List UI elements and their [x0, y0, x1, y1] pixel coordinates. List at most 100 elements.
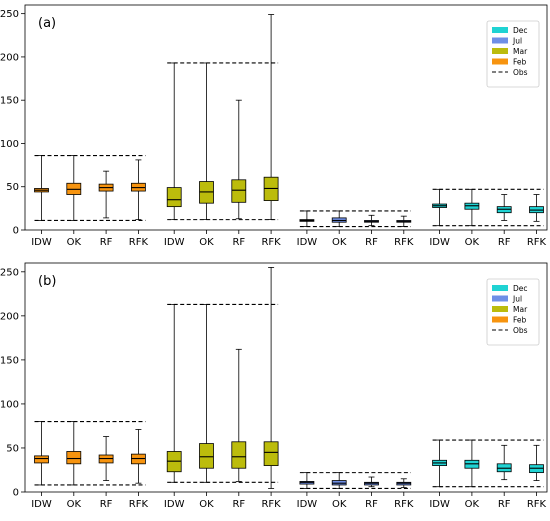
y-tick-label: 100	[0, 399, 19, 410]
legend-label: Jul	[512, 37, 522, 46]
box-jul-idw	[299, 210, 315, 227]
y-tick-label: 200	[0, 52, 19, 63]
box-dec-rfk	[529, 194, 544, 222]
x-tick-label: IDW	[429, 499, 450, 510]
box-mar-rfk	[263, 267, 279, 489]
box-mar-rf	[231, 99, 247, 220]
legend-item-feb: Feb	[492, 58, 527, 67]
x-tick-label: OK	[67, 237, 82, 248]
box-feb-rfk	[130, 159, 146, 221]
x-tick-label: RF	[100, 237, 113, 248]
x-tick-label: IDW	[164, 499, 185, 510]
y-tick-label: 100	[0, 139, 19, 150]
x-tick-label: OK	[199, 237, 214, 248]
x-tick-label: RFK	[261, 499, 281, 510]
y-tick-label: 200	[0, 311, 19, 322]
legend-swatch	[492, 306, 508, 312]
box-dec-idw	[432, 188, 448, 227]
box-jul-rf	[364, 214, 379, 227]
panel-b: 0 50 100 150 200 250 (b) IDW OK RF RFK IDW OK RF RFK ID…	[0, 262, 548, 510]
x-tick-label: RFK	[129, 237, 149, 248]
x-tick-label: RF	[232, 499, 245, 510]
x-tick-label: OK	[67, 499, 82, 510]
x-tick-label: OK	[332, 499, 347, 510]
x-tick-label: IDW	[164, 237, 185, 248]
box-dec-rf	[496, 444, 512, 481]
legend-label: Obs	[513, 326, 528, 335]
panel-label: (a)	[38, 16, 56, 31]
box-iqr	[231, 441, 247, 469]
x-tick-label: RFK	[394, 499, 414, 510]
legend-item-mar: Mar	[492, 305, 528, 314]
box-jul-idw	[299, 472, 315, 489]
box-feb-idw	[34, 421, 49, 486]
y-tick-label: 0	[13, 226, 19, 237]
plot-frame	[24, 4, 548, 231]
box-iqr	[199, 443, 214, 469]
box-jul-ok	[331, 210, 347, 227]
legend-item-dec: Dec	[492, 284, 528, 293]
x-tick-label: RFK	[261, 237, 281, 248]
panel-a: 0 50 100 150 200 250 (a) IDW OK RF RFK IDW OK RF RFK ID…	[0, 4, 548, 248]
legend-item-obs: Obs	[492, 326, 528, 335]
legend-label: Obs	[513, 68, 528, 77]
box-iqr	[231, 179, 247, 203]
x-tick-label: RF	[498, 237, 511, 248]
panel-label: (b)	[38, 274, 56, 289]
legend-item-obs: Obs	[492, 68, 528, 77]
legend-label: Mar	[513, 305, 528, 314]
legend-item-jul: Jul	[492, 295, 522, 304]
box-mar-rf	[231, 348, 247, 482]
y-tick-label: 50	[6, 443, 19, 454]
box-iqr	[66, 451, 82, 465]
box-feb-ok	[66, 155, 82, 221]
box-iqr	[34, 455, 49, 464]
legend-item-jul: Jul	[492, 37, 522, 46]
box-dec-rfk	[529, 444, 544, 481]
legend-swatch	[492, 27, 508, 33]
y-tick-label: 150	[0, 96, 19, 107]
legend-label: Mar	[513, 47, 528, 56]
x-tick-label: OK	[332, 237, 347, 248]
y-tick-label: 250	[0, 9, 19, 20]
legend-label: Feb	[513, 316, 527, 325]
legend-item-dec: Dec	[492, 26, 528, 35]
x-tick-label: RF	[100, 499, 113, 510]
x-tick-label: IDW	[297, 499, 318, 510]
plot-frame	[24, 262, 548, 493]
x-tick-label: IDW	[31, 499, 52, 510]
box-iqr	[263, 441, 279, 466]
x-tick-label: IDW	[31, 237, 52, 248]
box-dec-idw	[432, 439, 448, 488]
box-mar-idw	[166, 62, 182, 221]
box-mar-idw	[166, 303, 182, 483]
box-feb-rfk	[130, 429, 146, 484]
y-tick-label: 250	[0, 267, 19, 278]
x-tick-label: RFK	[129, 499, 149, 510]
box-jul-rfk	[396, 478, 412, 488]
box-dec-ok	[464, 439, 480, 488]
box-feb-idw	[34, 155, 49, 221]
legend-label: Dec	[513, 284, 528, 293]
box-feb-ok	[66, 421, 82, 486]
y-tick-label: 150	[0, 355, 19, 366]
box-dec-rf	[496, 194, 512, 221]
box-jul-ok	[331, 472, 347, 489]
x-tick-label: RFK	[394, 237, 414, 248]
x-tick-label: RFK	[527, 499, 547, 510]
box-jul-rf	[364, 476, 379, 488]
box-mar-ok	[199, 303, 214, 483]
box-iqr	[166, 187, 182, 208]
x-tick-label: OK	[465, 237, 480, 248]
x-tick-label: RFK	[527, 237, 547, 248]
legend-label: Jul	[512, 295, 522, 304]
legend-swatch	[492, 37, 508, 44]
legend-item-feb: Feb	[492, 316, 527, 325]
y-tick-label: 50	[6, 182, 19, 193]
x-tick-label: RF	[498, 499, 511, 510]
box-mar-rfk	[263, 14, 279, 221]
legend-label: Feb	[513, 58, 527, 67]
